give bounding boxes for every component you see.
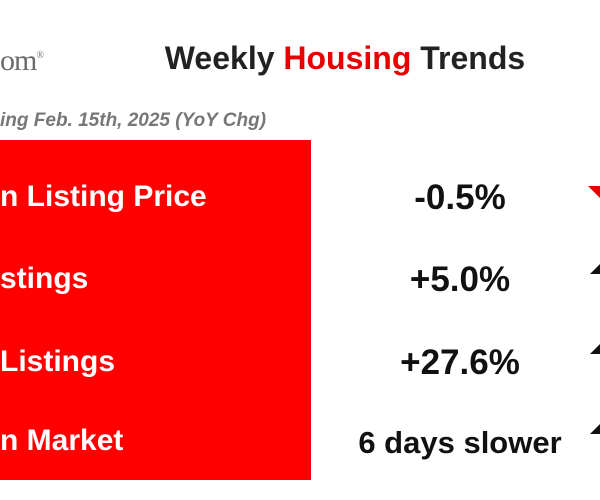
row-value: -0.5% [414, 178, 506, 217]
logo-text: om [0, 44, 37, 77]
title-part: Weekly [164, 40, 284, 76]
row-label: stings [0, 262, 89, 295]
row-value: 6 days slower [358, 425, 562, 460]
label-panel [0, 140, 311, 480]
title-highlight: Housing [283, 40, 412, 76]
row-label: Listings [0, 345, 116, 378]
title: Weekly Housing Trends [140, 40, 550, 77]
logo: om® [0, 44, 44, 78]
subtitle: ing Feb. 15th, 2025 (YoY Chg) [0, 110, 267, 131]
title-part: Trends [411, 40, 526, 76]
up-arrow [590, 344, 600, 354]
up-arrow [590, 264, 600, 274]
row-value: +27.6% [400, 343, 520, 382]
row-label: n Listing Price [0, 180, 207, 213]
row-value: +5.0% [409, 260, 511, 299]
logo-mark: ® [36, 50, 44, 61]
row-label: n Market [0, 424, 124, 457]
up-arrow [590, 424, 600, 434]
